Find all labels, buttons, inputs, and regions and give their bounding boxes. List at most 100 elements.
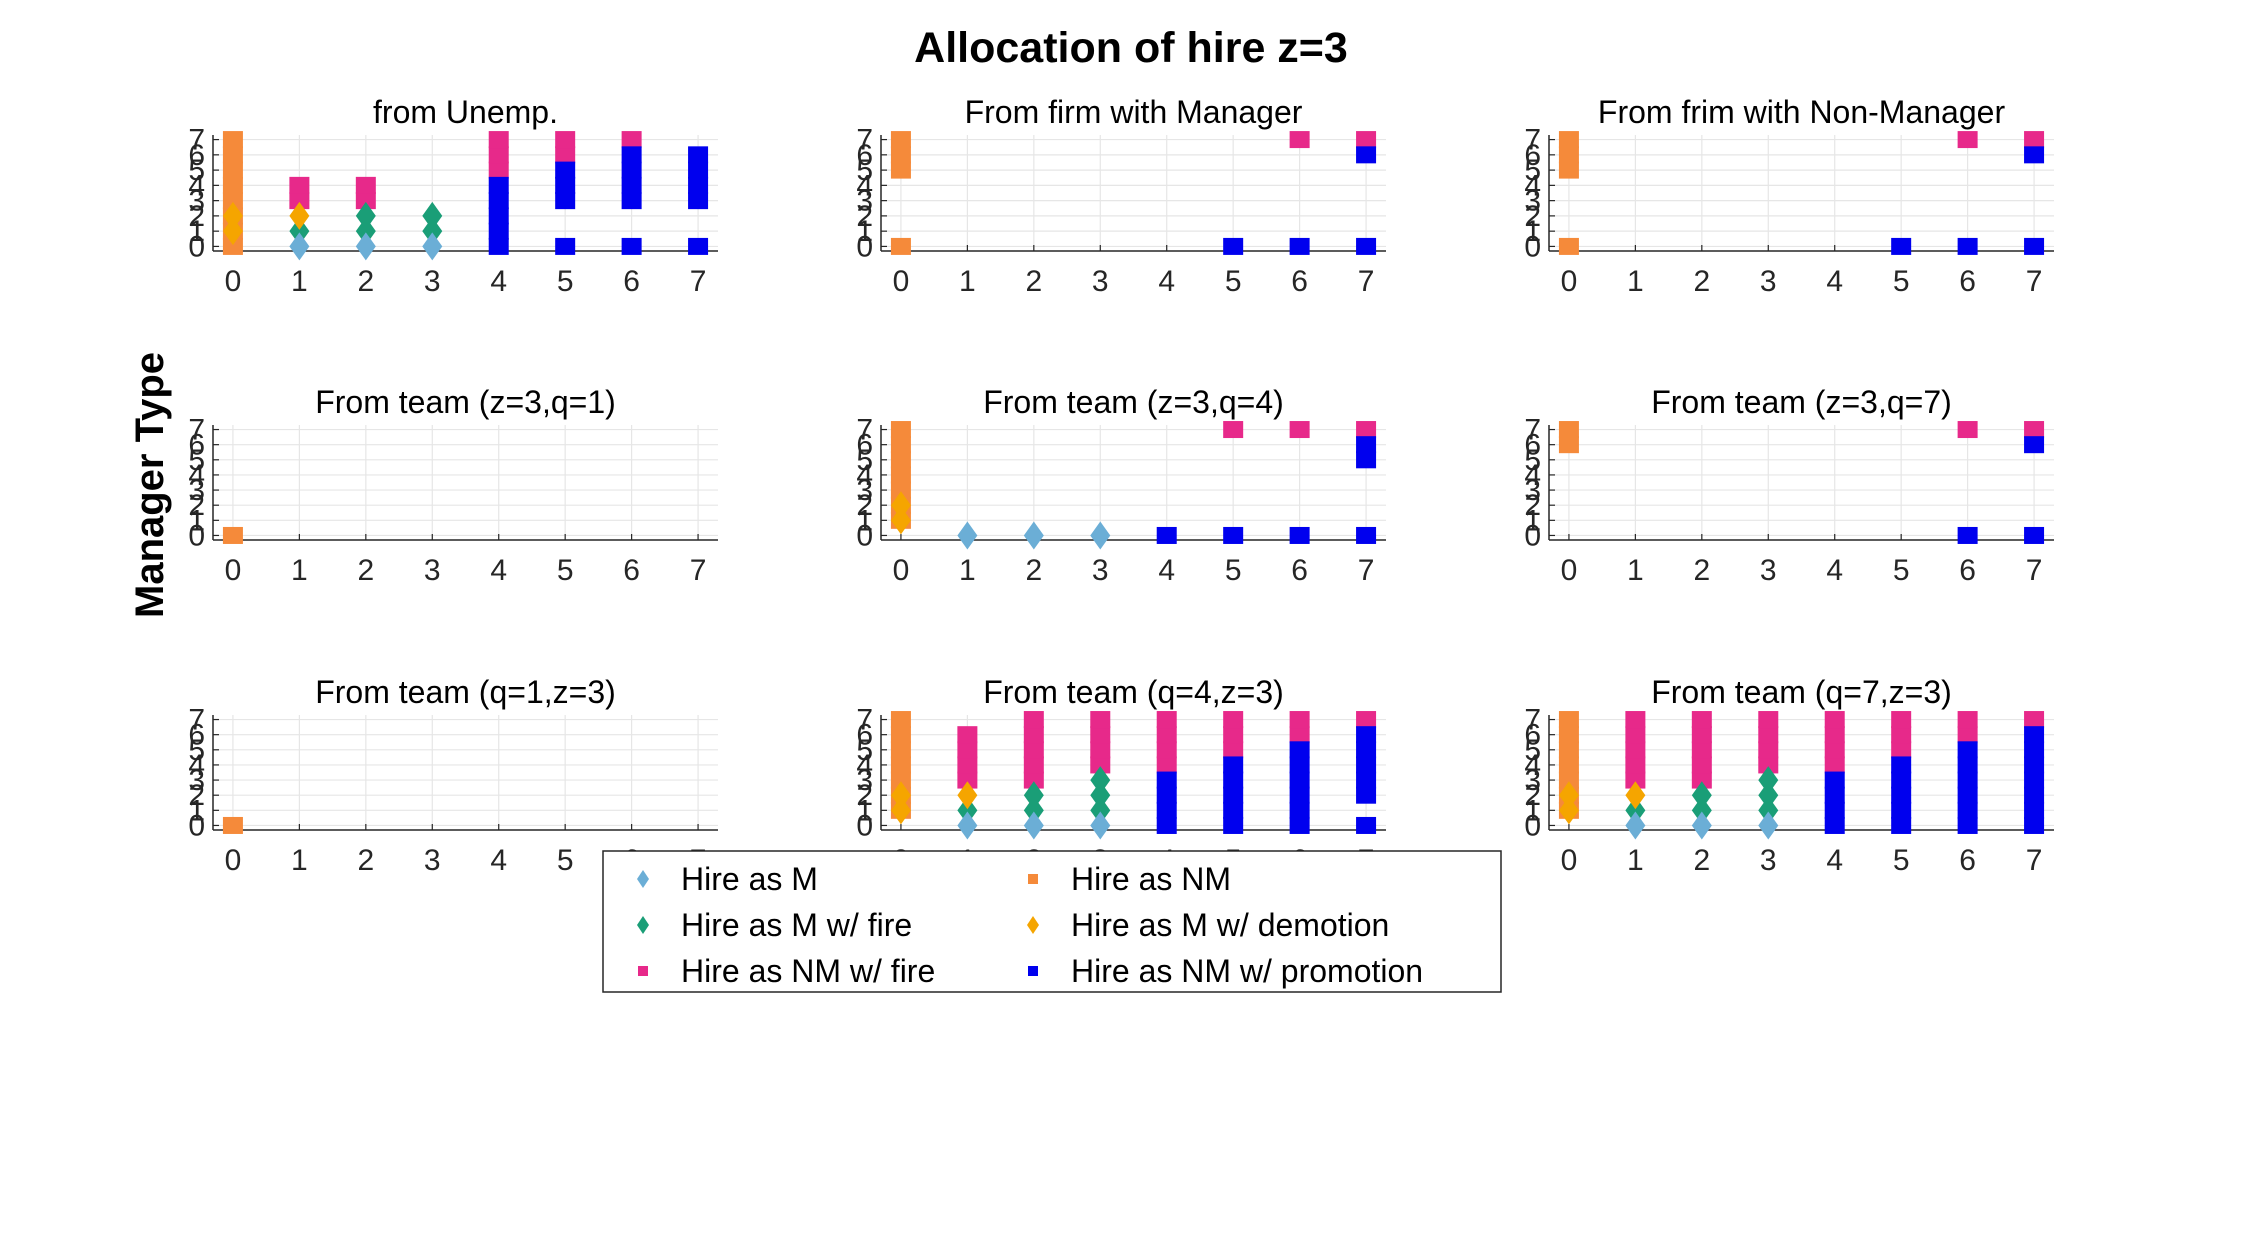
- marker-nmpro: [621, 176, 642, 194]
- marker-nmpro: [2024, 756, 2045, 774]
- y-tick-label: 7: [188, 124, 205, 157]
- marker-nm: [222, 161, 243, 179]
- marker-nmfire: [1758, 726, 1779, 744]
- y-tick-label: 3: [188, 764, 205, 797]
- marker-nmfire: [1625, 711, 1646, 729]
- marker-nmpro: [688, 237, 709, 255]
- marker-nmfire: [1957, 421, 1978, 439]
- x-tick-label: 0: [1561, 554, 1578, 587]
- marker-m: [355, 232, 376, 261]
- marker-nmfire: [488, 131, 509, 149]
- marker-nmpro: [1223, 526, 1244, 544]
- marker-nmpro: [1223, 771, 1244, 789]
- x-tick-label: 6: [623, 265, 640, 298]
- marker-nmfire: [1090, 756, 1111, 774]
- marker-nmfire: [1356, 421, 1377, 439]
- x-tick-label: 6: [1959, 554, 1976, 587]
- marker-nmfire: [1156, 741, 1177, 759]
- y-tick-label: 7: [188, 704, 205, 737]
- x-tick-label: 0: [225, 554, 242, 587]
- y-tick-label: 1: [1524, 794, 1541, 827]
- x-tick-label: 2: [1693, 265, 1710, 298]
- y-tick-label: 0: [188, 809, 205, 842]
- marker-nmpro: [488, 176, 509, 194]
- marker-nmpro: [1356, 741, 1377, 759]
- y-tick-label: 7: [1524, 414, 1541, 447]
- y-tick-label: 7: [1524, 704, 1541, 737]
- marker-nmpro: [1289, 786, 1310, 804]
- y-tick-label: 3: [188, 474, 205, 507]
- marker-nm: [890, 466, 911, 484]
- y-tick-label: 5: [856, 154, 873, 187]
- marker-nmpro: [2024, 801, 2045, 819]
- panel-title: From team (q=1,z=3): [315, 674, 616, 710]
- marker-nmpro: [1289, 526, 1310, 544]
- marker-nmpro: [1289, 816, 1310, 834]
- marker-m: [957, 521, 978, 550]
- marker-mdem: [1625, 781, 1646, 810]
- marker-nmpro: [1289, 237, 1310, 255]
- y-tick-label: 6: [856, 139, 873, 172]
- x-tick-label: 5: [557, 844, 574, 877]
- y-tick-label: 6: [188, 719, 205, 752]
- marker-mdem: [890, 506, 911, 535]
- marker-nmpro: [688, 161, 709, 179]
- marker-nmpro: [1223, 756, 1244, 774]
- marker-nmpro: [2024, 526, 2045, 544]
- x-tick-label: 5: [557, 265, 574, 298]
- y-tick-label: 7: [856, 124, 873, 157]
- marker-nmpro: [1356, 786, 1377, 804]
- marker-m: [1758, 811, 1779, 840]
- marker-nmfire: [1023, 741, 1044, 759]
- marker-nmfire: [1090, 711, 1111, 729]
- marker-m: [1625, 811, 1646, 840]
- panel-title: from Unemp.: [373, 94, 558, 130]
- marker-m: [1023, 811, 1044, 840]
- marker-m: [957, 811, 978, 840]
- y-tick-label: 0: [856, 809, 873, 842]
- marker-nmpro: [1824, 801, 1845, 819]
- marker-nmpro: [1957, 237, 1978, 255]
- marker-nmfire: [1156, 726, 1177, 744]
- y-tick-label: 3: [856, 474, 873, 507]
- marker-nmfire: [1289, 711, 1310, 729]
- marker-nmpro: [1957, 526, 1978, 544]
- y-tick-label: 1: [188, 215, 205, 248]
- marker-mdem: [222, 201, 243, 230]
- y-tick-label: 5: [188, 154, 205, 187]
- x-tick-label: 4: [490, 554, 507, 587]
- marker-nmpro: [1289, 756, 1310, 774]
- x-tick-label: 4: [490, 265, 507, 298]
- y-tick-label: 3: [1524, 474, 1541, 507]
- marker-nmfire: [1957, 131, 1978, 149]
- x-tick-label: 5: [1893, 844, 1910, 877]
- marker-nmfire: [1625, 756, 1646, 774]
- x-tick-label: 7: [2026, 844, 2043, 877]
- marker-nmpro: [621, 237, 642, 255]
- x-tick-label: 5: [1225, 554, 1242, 587]
- marker-nmpro: [1957, 756, 1978, 774]
- x-tick-label: 1: [959, 265, 976, 298]
- marker-nmpro: [1289, 801, 1310, 819]
- marker-m: [289, 232, 310, 261]
- marker-nmfire: [1023, 756, 1044, 774]
- marker-m: [1090, 811, 1111, 840]
- panel-title: From team (z=3,q=7): [1651, 384, 1952, 420]
- marker-nmfire: [1023, 771, 1044, 789]
- x-tick-label: 3: [1760, 554, 1777, 587]
- marker-nmpro: [2024, 237, 2045, 255]
- marker-nmpro: [1156, 526, 1177, 544]
- marker-nmpro: [1156, 786, 1177, 804]
- x-tick-label: 2: [357, 554, 374, 587]
- y-tick-label: 3: [1524, 764, 1541, 797]
- panel-title: From team (q=4,z=3): [983, 674, 1284, 710]
- marker-nmfire: [1223, 741, 1244, 759]
- x-tick-label: 2: [1693, 844, 1710, 877]
- marker-nm: [890, 481, 911, 499]
- y-tick-label: 7: [1524, 124, 1541, 157]
- y-tick-label: 2: [856, 779, 873, 812]
- legend-marker-mdem: [1027, 916, 1039, 934]
